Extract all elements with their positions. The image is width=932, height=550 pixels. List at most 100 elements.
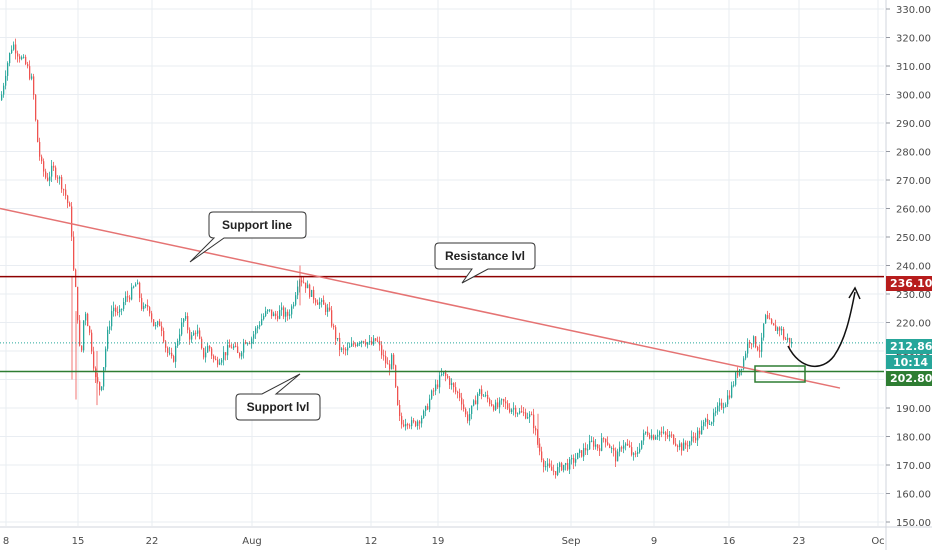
candle-body xyxy=(755,336,757,348)
candle-body xyxy=(107,329,109,349)
candle-body xyxy=(29,66,31,79)
candle-body xyxy=(137,282,139,285)
candle-body xyxy=(741,368,743,370)
candle-body xyxy=(147,304,149,308)
candle-body xyxy=(593,440,595,447)
x-tick-label: 22 xyxy=(146,536,159,547)
candle-body xyxy=(597,444,599,449)
candle-body xyxy=(175,345,177,362)
candle-body xyxy=(785,338,787,340)
candle-body xyxy=(451,383,453,385)
candle-body xyxy=(231,347,233,349)
candle-body xyxy=(57,177,59,179)
support-trend-line[interactable] xyxy=(0,207,841,389)
candle-body xyxy=(587,449,589,451)
support-line-callout[interactable]: Support line xyxy=(189,211,307,263)
candle-body xyxy=(539,443,541,452)
candle-body xyxy=(3,85,5,95)
candle-body xyxy=(281,307,283,311)
candle-body xyxy=(421,417,423,424)
candle-body xyxy=(783,328,785,339)
candle-body xyxy=(237,346,239,353)
y-tick-label: 270.00 xyxy=(896,176,931,187)
candle-body xyxy=(257,326,259,329)
candle-body xyxy=(409,425,411,427)
candle-body xyxy=(289,314,291,316)
candle-body xyxy=(507,403,509,409)
y-tick-label: 150.00 xyxy=(896,518,931,529)
candle-body xyxy=(675,443,677,446)
candle-body xyxy=(745,353,747,359)
candle-body xyxy=(509,408,511,412)
candle-body xyxy=(495,402,497,410)
support-lvl-callout[interactable]: Support lvl xyxy=(235,373,321,421)
time-axis[interactable]: 8 15 22 Aug 12 19 Sep 9 16 23 Oc xyxy=(0,526,932,547)
candle-body xyxy=(77,286,79,321)
candle-body xyxy=(347,347,349,351)
candle-body xyxy=(591,440,593,442)
candle-body xyxy=(215,358,217,360)
candle-body xyxy=(701,426,703,435)
candle-body xyxy=(263,315,265,320)
candle-body xyxy=(631,447,633,455)
candle-body xyxy=(207,346,209,353)
candle-body xyxy=(63,189,65,191)
candle-body xyxy=(27,64,29,67)
candle-body xyxy=(291,306,293,315)
candle-body xyxy=(527,417,529,419)
candle-body xyxy=(685,442,687,446)
candle-body xyxy=(41,156,43,162)
y-tick-label: 180.00 xyxy=(896,433,931,444)
candle-body xyxy=(141,297,143,310)
support-lvl-callout-text: Support lvl xyxy=(247,400,310,414)
x-tick-label: 16 xyxy=(723,536,736,547)
candle-body xyxy=(25,56,27,65)
svg-text:202.80: 202.80 xyxy=(890,372,932,385)
candle-body xyxy=(637,452,639,454)
x-tick-label: 15 xyxy=(72,536,85,547)
candle-body xyxy=(187,315,189,330)
candle-body xyxy=(17,53,19,57)
y-tick-label: 310.00 xyxy=(896,62,931,73)
projection-arrow[interactable] xyxy=(787,291,856,368)
resistance-lvl-callout-text: Resistance lvl xyxy=(445,249,525,263)
candle-body xyxy=(449,377,451,385)
candle-body xyxy=(621,447,623,449)
candle-body xyxy=(91,332,93,352)
candle-body xyxy=(431,390,433,399)
candle-body xyxy=(441,373,443,376)
candle-body xyxy=(681,443,683,451)
svg-text:212.86: 212.86 xyxy=(890,340,932,353)
x-tick-label: 12 xyxy=(365,536,378,547)
candle-body xyxy=(543,460,545,467)
candle-body xyxy=(445,372,447,376)
candle-body xyxy=(11,49,13,54)
support-line-callout-text: Support line xyxy=(222,218,292,232)
candles xyxy=(1,38,793,479)
candle-body xyxy=(155,324,157,327)
candle-body xyxy=(519,411,521,414)
candle-body xyxy=(607,442,609,445)
candle-body xyxy=(273,313,275,317)
resistance-lvl-callout[interactable]: Resistance lvl xyxy=(434,242,536,284)
candle-body xyxy=(617,451,619,462)
candle-body xyxy=(515,407,517,414)
candle-body xyxy=(61,177,63,190)
y-tick-label: 220.00 xyxy=(896,319,931,330)
support-zone-box[interactable] xyxy=(754,365,806,383)
candle-body xyxy=(319,301,321,305)
candle-body xyxy=(233,345,235,349)
candle-body xyxy=(255,328,257,335)
candle-body xyxy=(115,307,117,312)
candle-body xyxy=(565,463,567,465)
candle-body xyxy=(249,343,251,345)
candle-body xyxy=(55,167,57,178)
candle-body xyxy=(759,350,761,352)
candle-body xyxy=(561,463,563,471)
candle-body xyxy=(589,440,591,450)
candle-body xyxy=(251,338,253,344)
candle-body xyxy=(129,297,131,300)
candle-body xyxy=(43,161,45,172)
candle-body xyxy=(331,310,333,326)
